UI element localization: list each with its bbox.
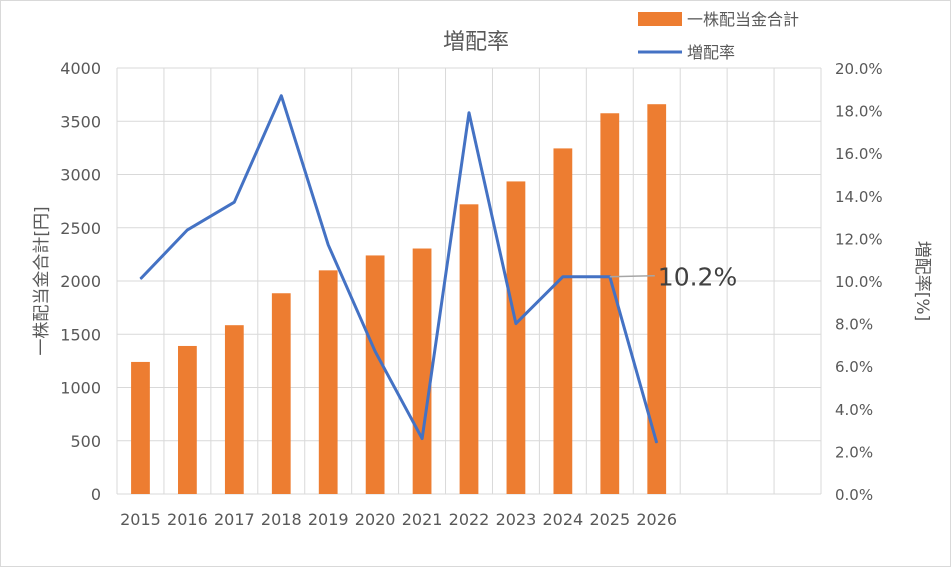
y-tick-label: 1500: [60, 325, 101, 344]
bar: [459, 204, 479, 494]
line-point: [139, 278, 141, 280]
series-line: [139, 94, 659, 444]
bar-series: [131, 104, 667, 495]
bar: [553, 148, 573, 494]
line-point: [327, 244, 329, 246]
legend-line-label: 増配率: [687, 43, 735, 62]
legend: 一株配当金合計 増配率: [638, 10, 799, 62]
y-tick-label: 2000: [60, 272, 101, 291]
y2-tick-label: 12.0%: [835, 230, 883, 248]
y-axis-title: 一株配当金合計[円]: [32, 206, 52, 355]
gridlines: [116, 67, 822, 495]
y-tick-label: 2500: [60, 219, 101, 238]
bar: [178, 345, 197, 494]
y2-tick-label: 14.0%: [835, 188, 883, 206]
legend-bar-label: 一株配当金合計: [687, 10, 799, 29]
bar: [131, 361, 150, 494]
bar: [506, 181, 526, 495]
bar: [647, 104, 667, 495]
x-tick-label: 2017: [214, 510, 255, 529]
y-tick-label: 1000: [60, 379, 101, 398]
y2-tick-label: 20.0%: [835, 60, 883, 78]
y-tick-label: 3500: [60, 112, 101, 131]
annotations: 10.2%: [609, 263, 737, 292]
line-point: [656, 442, 658, 444]
line-point: [374, 350, 376, 352]
line-point: [233, 201, 235, 203]
bar: [224, 325, 244, 494]
line-point: [421, 438, 423, 440]
x-tick-label: 2025: [589, 510, 630, 529]
bar: [365, 255, 385, 494]
x-tick-label: 2019: [308, 510, 349, 529]
bar: [271, 293, 291, 494]
y-tick-label: 0: [91, 485, 101, 504]
y2-tick-label: 16.0%: [835, 145, 883, 163]
y2-tick-label: 4.0%: [835, 401, 873, 419]
x-tick-label: 2024: [543, 510, 584, 529]
line-point: [515, 323, 517, 325]
y-tick-label: 3000: [60, 166, 101, 185]
x-tick-label: 2018: [261, 510, 302, 529]
x-tick-label: 2020: [355, 510, 396, 529]
x-tick-label: 2021: [402, 510, 443, 529]
x-tick-label: 2026: [636, 510, 677, 529]
line-point: [468, 112, 470, 114]
x-tick-label: 2015: [120, 510, 161, 529]
line-point: [280, 95, 282, 97]
y-tick-label: 4000: [60, 59, 101, 78]
bar: [412, 248, 432, 494]
x-tick-label: 2022: [449, 510, 490, 529]
x-tick-label: 2016: [167, 510, 208, 529]
bar: [318, 270, 338, 494]
legend-bar-swatch: [638, 12, 682, 26]
y2-axis-title: 増配率[%]: [912, 241, 932, 321]
y2-tick-label: 2.0%: [835, 443, 873, 461]
y2-tick-label: 10.0%: [835, 273, 883, 291]
line-point: [186, 229, 188, 231]
x-tick-label: 2023: [496, 510, 537, 529]
y2-tick-label: 8.0%: [835, 316, 873, 334]
bar: [600, 113, 620, 494]
y2-tick-label: 0.0%: [835, 486, 873, 504]
chart-title: 増配率: [443, 30, 509, 55]
annotation-leader: [609, 274, 655, 278]
line-point: [562, 276, 564, 278]
axes: 0 500 1000 1500 2000 2500 3000 3500 4000 0.0% 2.0%…: [60, 59, 882, 529]
y2-tick-label: 18.0%: [835, 103, 883, 121]
annotation-label: 10.2%: [658, 263, 737, 292]
y2-tick-label: 6.0%: [835, 358, 873, 376]
y-tick-label: 500: [70, 432, 101, 451]
